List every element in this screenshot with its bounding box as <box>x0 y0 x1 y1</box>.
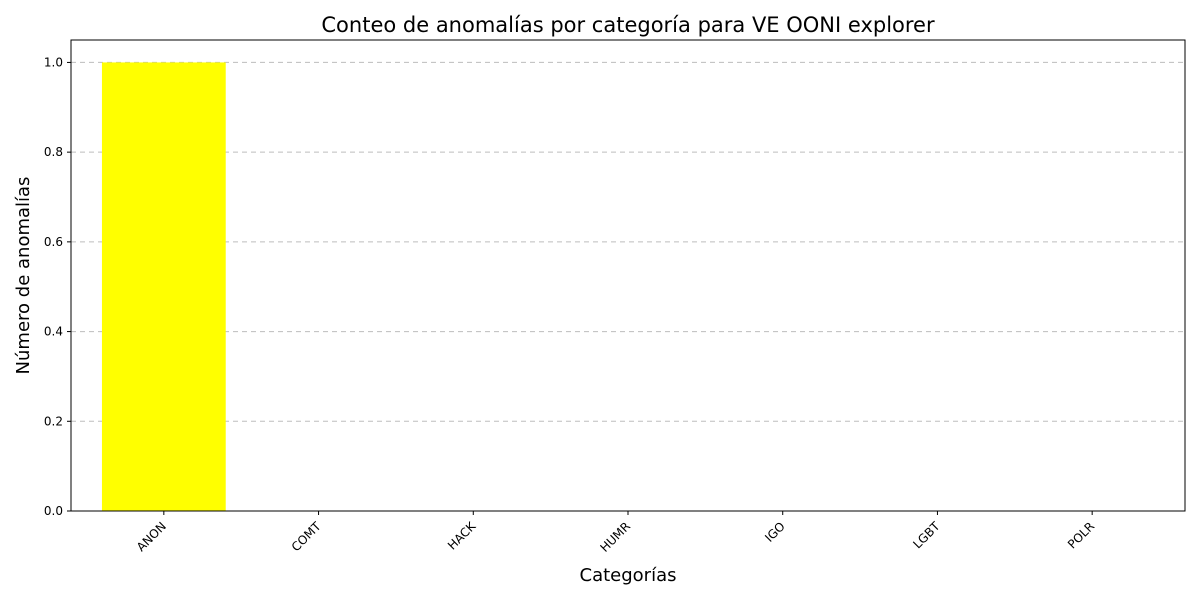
y-tick-label: 0.0 <box>44 504 63 518</box>
chart-title: Conteo de anomalías por categoría para V… <box>321 13 935 37</box>
x-tick-label: IGO <box>762 519 788 545</box>
y-tick-label: 1.0 <box>44 55 63 69</box>
bar-anon <box>101 62 226 512</box>
grid-layer <box>71 61 1185 512</box>
x-tick-label: POLR <box>1065 519 1097 551</box>
x-axis-label: Categorías <box>580 565 677 586</box>
bars-layer <box>101 62 226 512</box>
x-tick-label: HUMR <box>597 519 633 555</box>
x-tick-label: ANON <box>134 519 169 554</box>
x-tick-label: COMT <box>289 519 324 554</box>
y-tick-label: 0.8 <box>44 145 63 159</box>
y-axis-label: Número de anomalías <box>13 177 34 375</box>
plot-frame <box>70 39 1186 512</box>
x-tick-label: HACK <box>445 518 479 552</box>
x-tick-label: LGBT <box>910 519 943 552</box>
y-tick-label: 0.2 <box>44 414 63 428</box>
y-tick-label: 0.6 <box>44 235 63 249</box>
y-tick-label: 0.4 <box>44 325 63 339</box>
